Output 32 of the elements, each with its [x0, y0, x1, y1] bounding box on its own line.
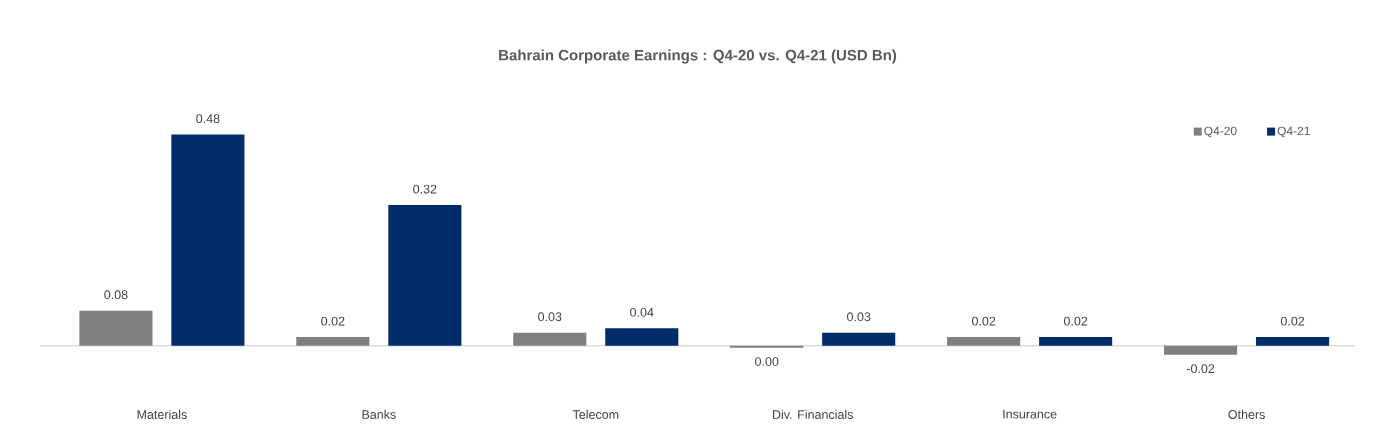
bar [79, 310, 153, 346]
x-tick-label: Insurance [1003, 409, 1057, 419]
bar [822, 332, 896, 346]
data-label: -0.02 [1186, 364, 1215, 374]
chart-title: Bahrain Corporate Earnings : Q4-20 vs. Q4-21 (USD Bn) [499, 49, 897, 64]
x-tick-label: Others [1228, 409, 1265, 419]
data-label: 0.03 [847, 312, 871, 322]
data-label: 0.00 [755, 357, 779, 366]
bar [605, 328, 679, 346]
x-tick-label: Materials [137, 409, 187, 419]
x-tick-label: Telecom [572, 409, 619, 419]
bar [1256, 337, 1330, 346]
bar [947, 337, 1021, 346]
data-label: 0.02 [1063, 316, 1088, 326]
x-tick-label: Banks [362, 409, 396, 419]
data-label: 0.08 [104, 290, 128, 300]
data-label: 0.04 [630, 307, 654, 317]
data-label: 0.32 [413, 184, 437, 194]
data-label: 0.02 [321, 316, 345, 326]
data-label: 0.02 [1280, 316, 1305, 326]
legend-label: Q4-20 [1204, 126, 1237, 138]
bar [513, 332, 587, 346]
legend-label: Q4-21 [1277, 126, 1310, 138]
data-label: 0.02 [971, 316, 996, 326]
data-label: 0.03 [538, 312, 562, 322]
data-label: 0.48 [196, 114, 220, 124]
bar [171, 134, 245, 346]
x-tick-label: Div. Financials [772, 409, 853, 419]
bar [296, 337, 370, 346]
bar [1164, 345, 1238, 355]
bar [388, 205, 462, 346]
bar [1039, 337, 1113, 346]
